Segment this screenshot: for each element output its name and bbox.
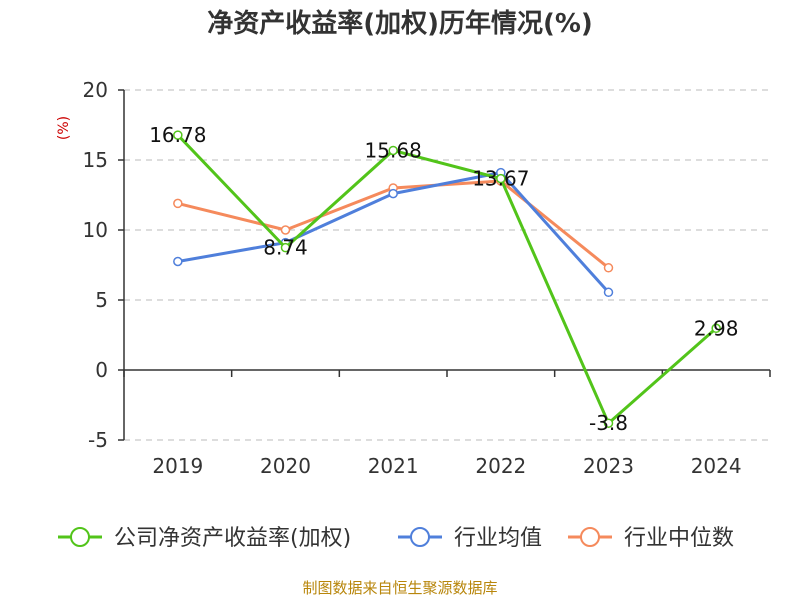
data-point-industry_avg bbox=[173, 256, 183, 267]
data-label: 2.98 bbox=[694, 316, 739, 340]
x-tick-label: 2023 bbox=[583, 454, 634, 478]
data-point-industry_avg bbox=[603, 287, 614, 298]
x-tick-label: 2022 bbox=[475, 454, 526, 478]
grid-layer bbox=[124, 89, 770, 441]
data-point-company bbox=[173, 130, 183, 140]
y-tick-label: 15 bbox=[83, 148, 108, 172]
source-note: 制图数据来自恒生聚源数据库 bbox=[302, 579, 497, 597]
data-label: -3.8 bbox=[589, 411, 628, 435]
data-point-company bbox=[603, 418, 614, 428]
data-point-company bbox=[388, 145, 398, 156]
x-tick-label: 2019 bbox=[152, 454, 203, 478]
y-tick-label: 10 bbox=[83, 218, 108, 242]
data-label: 15.68 bbox=[365, 138, 422, 162]
x-tick-label: 2021 bbox=[368, 454, 419, 478]
legend-label-industry_avg: 行业均值 bbox=[454, 526, 542, 551]
legend-swatch-marker-industry_median bbox=[580, 527, 600, 547]
legend-label-company: 公司净资产收益率(加权) bbox=[114, 526, 351, 551]
data-label-layer: 16.78 8.74 15.68 13.67 -3.8 2.98 bbox=[149, 123, 738, 435]
series-line-company bbox=[176, 134, 718, 425]
legend-label-industry_median: 行业中位数 bbox=[624, 526, 734, 551]
x-tick-label: 2024 bbox=[691, 454, 742, 478]
data-point-company bbox=[280, 242, 291, 253]
data-point-industry_median bbox=[173, 198, 183, 209]
data-point-company bbox=[496, 173, 506, 184]
y-tick-label: -5 bbox=[88, 428, 108, 452]
legend: 公司净资产收益率(加权) 行业均值 行业中位数 bbox=[58, 526, 734, 551]
y-tick-label: 5 bbox=[95, 288, 108, 312]
legend-swatch-marker-company bbox=[70, 527, 90, 547]
x-tick-label: 2020 bbox=[260, 454, 311, 478]
y-tick-label: 0 bbox=[95, 358, 108, 382]
y-axis-unit-label: (%) bbox=[56, 116, 72, 140]
axis-layer: -5 0 5 10 15 20 2019 2020 2021 2022 2023 2024 bbox=[83, 78, 771, 478]
data-point-company bbox=[711, 323, 721, 334]
data-label: 13.67 bbox=[472, 167, 529, 191]
data-point-industry_median bbox=[603, 263, 614, 273]
series-layer bbox=[173, 130, 721, 428]
legend-swatch-marker-industry_avg bbox=[410, 527, 430, 547]
data-point-industry_median bbox=[280, 225, 291, 235]
data-label: 16.78 bbox=[149, 123, 206, 147]
chart-title: 净资产收益率(加权)历年情况(%) bbox=[207, 8, 593, 39]
data-point-industry_avg bbox=[388, 188, 398, 199]
data-label: 8.74 bbox=[263, 236, 308, 260]
y-tick-label: 20 bbox=[83, 78, 108, 102]
